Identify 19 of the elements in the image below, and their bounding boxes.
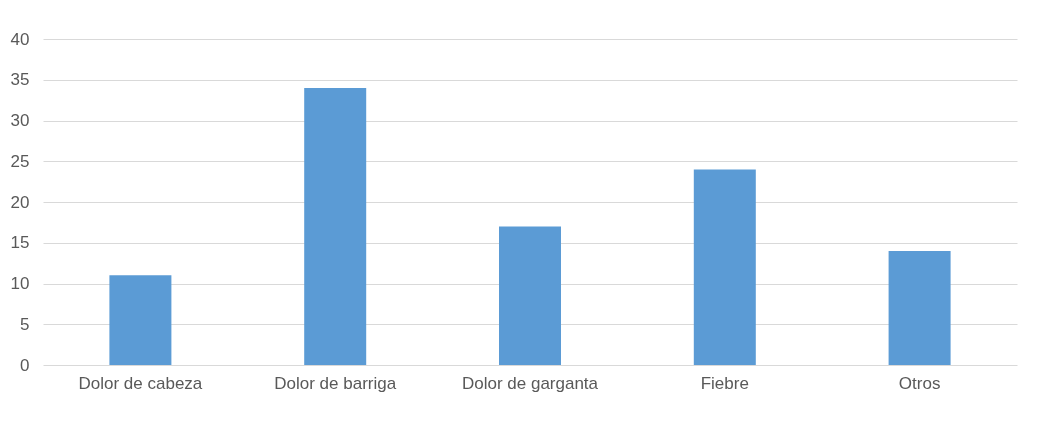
- y-tick-label: 5: [20, 314, 30, 334]
- bar: [304, 87, 367, 365]
- y-tick-label: 0: [20, 355, 30, 375]
- y-tick-label: 25: [10, 151, 30, 171]
- x-tick-label: Otros: [898, 373, 941, 393]
- y-tick-label: 20: [10, 192, 30, 212]
- x-tick-label: Dolor de cabeza: [78, 373, 203, 393]
- bar: [499, 226, 561, 365]
- bar: [109, 275, 172, 365]
- x-tick-label: Dolor de garganta: [461, 373, 599, 393]
- x-tick-label: Fiebre: [700, 373, 749, 393]
- y-tick-label: 40: [10, 29, 30, 49]
- bar: [888, 250, 951, 365]
- y-tick-label: 35: [10, 70, 30, 90]
- y-tick-label: 30: [10, 111, 30, 130]
- y-tick-label: 10: [10, 274, 30, 293]
- bar: [693, 169, 756, 365]
- x-tick-label: Dolor de barriga: [274, 373, 397, 393]
- y-tick-label: 15: [10, 233, 30, 253]
